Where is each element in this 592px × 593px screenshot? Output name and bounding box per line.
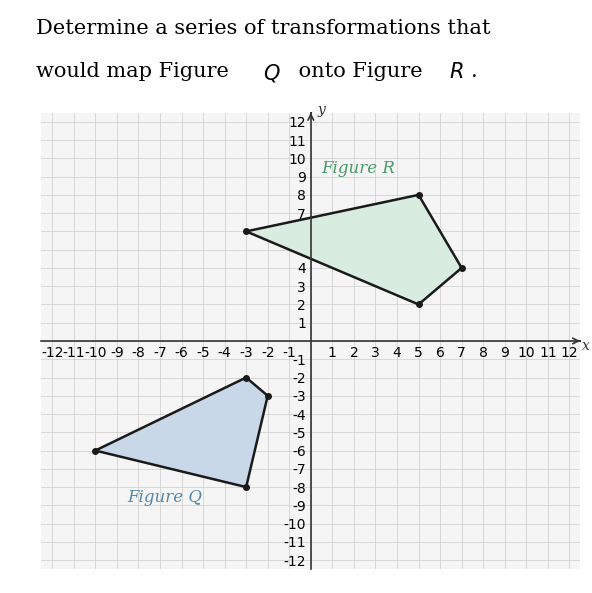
Polygon shape: [246, 195, 462, 304]
Text: .: .: [471, 62, 478, 81]
Text: onto Figure: onto Figure: [292, 62, 429, 81]
Text: Figure Q: Figure Q: [128, 489, 202, 506]
Text: Determine a series of transformations that: Determine a series of transformations th…: [36, 19, 490, 38]
Text: y: y: [317, 104, 325, 117]
Text: $\mathit{R}$: $\mathit{R}$: [449, 62, 464, 82]
Polygon shape: [95, 378, 268, 487]
Text: $\mathit{Q}$: $\mathit{Q}$: [263, 62, 281, 84]
Text: Figure R: Figure R: [321, 160, 395, 177]
Text: would map Figure: would map Figure: [36, 62, 235, 81]
Text: x: x: [583, 339, 590, 353]
